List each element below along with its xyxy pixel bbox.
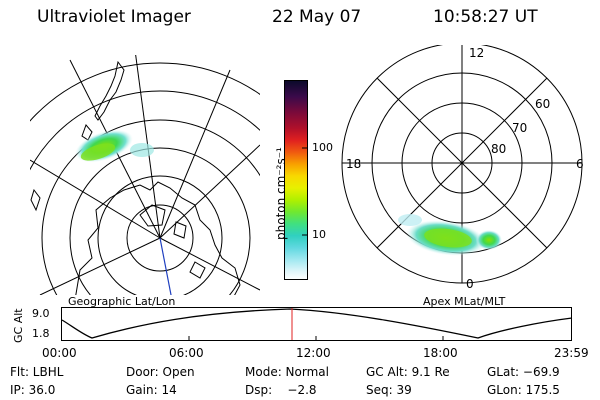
alt-xtick-2359: 23:59 — [554, 346, 589, 360]
info-glon: GLon: 175.5 — [487, 383, 560, 397]
alt-xtick-1200: 12:00 — [296, 346, 331, 360]
aurora-geo — [75, 129, 154, 163]
info-glat: GLat: −69.9 — [487, 365, 560, 379]
apex-polar-plot — [341, 45, 583, 284]
meridian — [159, 237, 260, 291]
lat-circle — [41, 119, 260, 295]
colorbar-unit-label: photon cm⁻²s⁻¹ — [274, 147, 288, 240]
lat-circle — [30, 90, 260, 171]
instrument-title: Ultraviolet Imager — [37, 7, 191, 27]
meridian — [30, 159, 161, 239]
apex-panel-label: Apex MLat/MLT — [423, 295, 506, 308]
lat-label-60: 60 — [535, 97, 551, 111]
meridian — [39, 237, 161, 295]
geo-panel-label: Geographic Lat/Lon — [68, 295, 176, 308]
lat-circle — [97, 175, 223, 295]
lat-label-80: 80 — [491, 142, 507, 156]
geographic-map — [30, 55, 260, 295]
date-label: 22 May 07 — [272, 7, 362, 27]
lat-circle — [30, 62, 260, 122]
info-gc-alt: GC Alt: 9.1 Re — [366, 365, 450, 379]
mlt-label-0: 0 — [466, 277, 474, 291]
alt-ytick-1.8: 1.8 — [32, 327, 50, 340]
colorbar-tick-100: 100 — [312, 141, 333, 154]
altitude-timeline — [61, 307, 573, 341]
time-label: 10:58:27 UT — [433, 7, 538, 27]
alt-xtick-0000: 00:00 — [42, 346, 77, 360]
coastline-antarctica — [75, 181, 241, 295]
lat-circle — [126, 204, 194, 272]
mlt-label-6: 6 — [576, 157, 584, 171]
alt-ytick-9: 9.0 — [32, 307, 50, 320]
info-ip: IP: 36.0 — [10, 383, 56, 397]
info-gain: Gain: 14 — [126, 383, 177, 397]
aurora-apex — [398, 214, 502, 256]
info-seq: Seq: 39 — [366, 383, 412, 397]
mlt-label-12: 12 — [469, 46, 485, 60]
info-dsp: Dsp: −2.8 — [245, 383, 317, 397]
info-filter: Flt: LBHL — [10, 365, 64, 379]
alt-ylabel: GC Alt — [12, 308, 25, 343]
coastline-new-zealand — [94, 60, 125, 121]
reference-meridian — [159, 237, 172, 295]
alt-xtick-1800: 18:00 — [423, 346, 458, 360]
colorbar-tick-10: 10 — [312, 228, 326, 241]
info-mode: Mode: Normal — [245, 365, 329, 379]
meridian — [159, 144, 260, 239]
alt-xtick-0600: 06:00 — [169, 346, 204, 360]
altitude-curve — [61, 308, 573, 339]
lat-circle — [69, 147, 251, 295]
mlt-label-18: 18 — [346, 157, 362, 171]
meridian — [159, 69, 231, 239]
info-door: Door: Open — [126, 365, 195, 379]
lat-label-70: 70 — [512, 121, 528, 135]
colorbar — [284, 80, 308, 280]
